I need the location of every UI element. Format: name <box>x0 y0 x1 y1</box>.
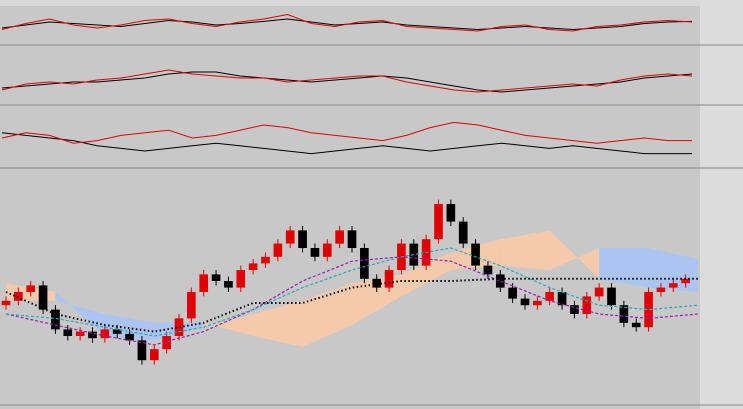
candle-body <box>347 230 357 248</box>
candle-body <box>533 300 542 306</box>
candle-body <box>668 283 678 288</box>
moving-average <box>5 256 699 346</box>
candle-body <box>174 318 184 336</box>
candle-body <box>285 230 295 244</box>
candle-body <box>38 285 48 310</box>
candle-body <box>88 331 97 339</box>
indicator-line <box>1 13 693 32</box>
candle-body <box>51 309 60 330</box>
candle-body <box>125 333 134 341</box>
candle-body <box>112 329 122 334</box>
candle-body <box>236 270 246 288</box>
candle-body <box>570 305 579 314</box>
candle-body <box>310 248 320 257</box>
candle-body <box>137 340 147 361</box>
indicator-line <box>1 132 692 155</box>
candle-body <box>557 292 567 306</box>
cloud-segment <box>599 248 649 288</box>
moving-average <box>5 277 698 333</box>
cloud-segment <box>500 230 550 270</box>
candle-body <box>100 329 110 339</box>
price-axis <box>700 0 743 409</box>
candle-body <box>149 349 159 361</box>
candle-body <box>631 322 641 328</box>
candle-body <box>582 296 592 314</box>
candle-body <box>508 287 517 299</box>
candle-body <box>63 329 73 336</box>
candle-body <box>594 287 604 297</box>
toolbar <box>0 0 743 6</box>
candle-body <box>75 331 85 336</box>
candle-body <box>495 274 505 288</box>
candle-body <box>14 292 23 301</box>
candle-body <box>261 256 270 264</box>
cloud-segment <box>203 314 254 336</box>
candle-body <box>298 230 307 248</box>
candle-body <box>248 263 258 270</box>
candle-body <box>545 292 555 301</box>
candle-body <box>1 300 11 306</box>
candle-body <box>322 243 332 257</box>
candle-body <box>483 265 493 275</box>
candle-body <box>26 285 36 292</box>
candle-body <box>446 204 456 222</box>
candle-body <box>644 292 653 328</box>
indicator-line <box>1 69 693 93</box>
candle-body <box>360 248 369 279</box>
cloud-segment <box>401 252 451 297</box>
candle-body <box>199 274 209 292</box>
candle-body <box>162 336 171 350</box>
candle-body <box>520 298 530 306</box>
cloud-segment <box>253 300 303 347</box>
candle-body <box>471 243 480 266</box>
candle-body <box>224 281 233 288</box>
candle-body <box>211 274 221 281</box>
candle-body <box>273 243 283 257</box>
candle-body <box>384 270 394 288</box>
candle-body <box>656 287 666 292</box>
candle-body <box>372 278 382 288</box>
candle-body <box>434 204 443 240</box>
candle-body <box>681 278 690 284</box>
candle-body <box>458 221 468 244</box>
candle-body <box>607 287 616 306</box>
cloud-segment <box>549 230 600 279</box>
indicator-line <box>1 71 693 93</box>
candle-body <box>335 230 344 244</box>
candle-body <box>619 305 629 323</box>
indicator-line <box>1 121 692 144</box>
moving-average <box>5 247 699 337</box>
candle-body <box>187 292 196 319</box>
